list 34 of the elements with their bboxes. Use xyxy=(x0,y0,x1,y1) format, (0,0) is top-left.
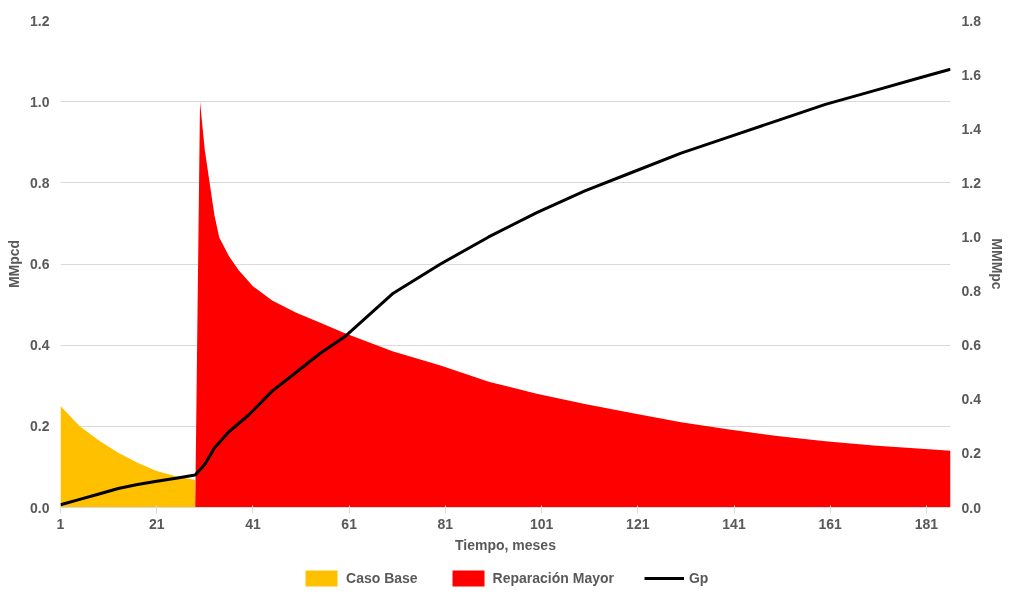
y2-tick-label: 1.8 xyxy=(961,12,982,29)
x-tick-label: 181 xyxy=(914,515,939,532)
y-tick-label: 1.0 xyxy=(30,93,50,110)
y-tick-label: 0.6 xyxy=(30,256,50,272)
x-tick-label: 81 xyxy=(437,515,454,532)
y2-tick-label: 0.0 xyxy=(961,499,982,516)
y2-tick-label: 1.4 xyxy=(961,120,982,137)
x-tick-label: 101 xyxy=(529,515,554,532)
legend-label: Caso Base xyxy=(346,569,418,586)
legend-label: Gp xyxy=(688,569,709,586)
x-tick-label: 41 xyxy=(245,515,261,532)
y2-axis-title: MMMpc xyxy=(988,238,1005,290)
y2-tick-label: 0.2 xyxy=(961,445,982,462)
y2-tick-label: 1.6 xyxy=(961,66,982,83)
legend-label: Reparación Mayor xyxy=(492,569,614,586)
x-tick-label: 121 xyxy=(626,515,650,532)
y2-tick-label: 0.4 xyxy=(961,391,982,408)
x-tick-label: 141 xyxy=(722,515,746,532)
y2-tick-label: 1.0 xyxy=(961,228,982,245)
y-tick-label: 0.2 xyxy=(30,418,50,435)
y-tick-label: 0.8 xyxy=(30,174,50,191)
y-tick-label: 0.4 xyxy=(30,337,50,354)
x-tick-label: 61 xyxy=(341,515,358,532)
y-tick-label: 1.2 xyxy=(30,12,50,29)
y2-tick-label: 0.6 xyxy=(961,337,982,354)
y2-tick-label: 0.8 xyxy=(961,283,982,300)
x-tick-label: 21 xyxy=(148,515,165,532)
line-series xyxy=(60,67,951,507)
x-tick-label: 1 xyxy=(56,515,65,532)
x-tick-label: 161 xyxy=(818,515,843,532)
y-axis-title: MMpcd xyxy=(6,239,23,289)
y2-tick-label: 1.2 xyxy=(961,174,982,191)
y-tick-label: 0.0 xyxy=(30,499,50,516)
x-axis-title: Tiempo, meses xyxy=(455,536,557,553)
